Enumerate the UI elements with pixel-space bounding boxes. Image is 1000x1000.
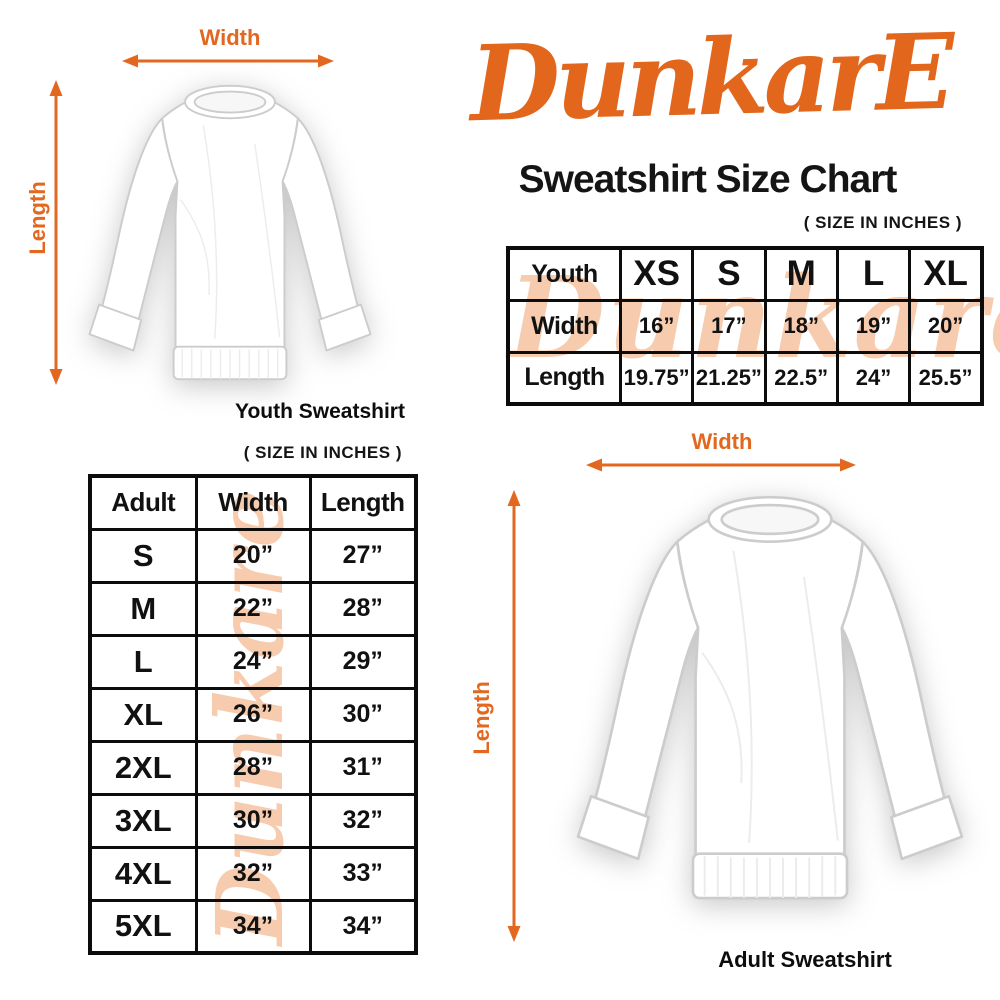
youth-length-value: 22.5”	[763, 350, 839, 406]
youth-size-header: S	[691, 246, 767, 302]
adult-length-value: 31”	[308, 739, 418, 796]
table-row: L 24” 29”	[88, 633, 418, 690]
adult-length-value: 29”	[308, 633, 418, 690]
adult-sweatshirt-image	[576, 495, 964, 900]
adult-width-value: 24”	[194, 633, 312, 690]
youth-sweatshirt-caption: Youth Sweatshirt	[235, 400, 405, 423]
adult-width-arrow-icon	[586, 458, 856, 472]
adult-size-label: M	[88, 580, 198, 637]
table-row: 3XL 30” 32”	[88, 792, 418, 849]
adult-length-header: Length	[308, 474, 418, 531]
youth-size-table: Youth XS S M L XL Width 16” 17” 18” 19” …	[506, 246, 984, 406]
table-row: 2XL 28” 31”	[88, 739, 418, 796]
adult-size-label: 3XL	[88, 792, 198, 849]
youth-width-dimension-label: Width	[199, 25, 261, 50]
table-row: 5XL 34” 34”	[88, 898, 418, 955]
youth-size-header: M	[763, 246, 839, 302]
youth-size-header: XS	[618, 246, 695, 302]
adult-width-value: 22”	[194, 580, 312, 637]
adult-size-label: XL	[88, 686, 198, 743]
youth-length-arrow-icon	[49, 80, 63, 385]
table-row: 4XL 32” 33”	[88, 845, 418, 902]
adult-size-label: L	[88, 633, 198, 690]
page-title: Sweatshirt Size Chart	[518, 158, 898, 201]
adult-size-label: 2XL	[88, 739, 198, 796]
adult-length-dimension-label: Length	[469, 681, 494, 755]
adult-width-value: 34”	[194, 898, 312, 955]
youth-width-row: Width 16” 17” 18” 19” 20”	[506, 298, 984, 354]
adult-length-value: 30”	[308, 686, 418, 743]
youth-width-row-label: Width	[506, 298, 622, 354]
youth-width-value: 18”	[763, 298, 839, 354]
youth-width-value: 17”	[691, 298, 767, 354]
youth-length-row-label: Length	[506, 350, 622, 406]
adult-size-table: Adult Width Length S 20” 27” M 22” 28” L…	[88, 474, 418, 955]
adult-length-arrow-icon	[507, 490, 521, 942]
adult-sweatshirt-caption: Adult Sweatshirt	[718, 947, 892, 972]
youth-length-row: Length 19.75” 21.25” 22.5” 24” 25.5”	[506, 350, 984, 406]
size-in-inches-note-adult: ( SIZE IN INCHES )	[243, 443, 402, 462]
adult-size-table-container: Dunkare Adult Width Length S 20” 27” M 2…	[88, 474, 418, 956]
youth-size-header: L	[835, 246, 912, 302]
youth-table-header-row: Youth XS S M L XL	[506, 246, 984, 302]
youth-length-value: 19.75”	[618, 350, 695, 406]
youth-width-arrow-icon	[122, 54, 334, 68]
youth-width-value: 16”	[618, 298, 695, 354]
adult-width-value: 30”	[194, 792, 312, 849]
adult-width-value: 20”	[194, 527, 312, 584]
adult-width-value: 26”	[194, 686, 312, 743]
adult-width-value: 32”	[194, 845, 312, 902]
youth-sweatshirt-image	[88, 84, 372, 381]
youth-length-value: 24”	[835, 350, 912, 406]
adult-size-label: 4XL	[88, 845, 198, 902]
adult-width-header: Width	[194, 474, 312, 531]
adult-length-value: 27”	[308, 527, 418, 584]
youth-size-header: XL	[908, 246, 984, 302]
youth-length-value: 25.5”	[908, 350, 984, 406]
adult-width-dimension-label: Width	[691, 429, 753, 454]
adult-length-value: 28”	[308, 580, 418, 637]
adult-length-value: 33”	[308, 845, 418, 902]
table-row: S 20” 27”	[88, 527, 418, 584]
adult-length-value: 34”	[308, 898, 418, 955]
brand-logo: DunkarE	[468, 9, 952, 146]
youth-table-corner-header: Youth	[506, 246, 622, 302]
table-row: M 22” 28”	[88, 580, 418, 637]
youth-length-value: 21.25”	[691, 350, 767, 406]
adult-length-value: 32”	[308, 792, 418, 849]
adult-table-corner-header: Adult	[88, 474, 198, 531]
adult-size-label: S	[88, 527, 198, 584]
table-row: XL 26” 30”	[88, 686, 418, 743]
size-in-inches-note-top: ( SIZE IN INCHES )	[803, 213, 962, 232]
adult-table-header-row: Adult Width Length	[88, 474, 418, 531]
youth-width-value: 19”	[835, 298, 912, 354]
youth-width-value: 20”	[908, 298, 984, 354]
adult-size-label: 5XL	[88, 898, 198, 955]
youth-size-table-container: Dunkare Youth XS S M L XL Width 16” 17” …	[506, 246, 1000, 408]
adult-width-value: 28”	[194, 739, 312, 796]
